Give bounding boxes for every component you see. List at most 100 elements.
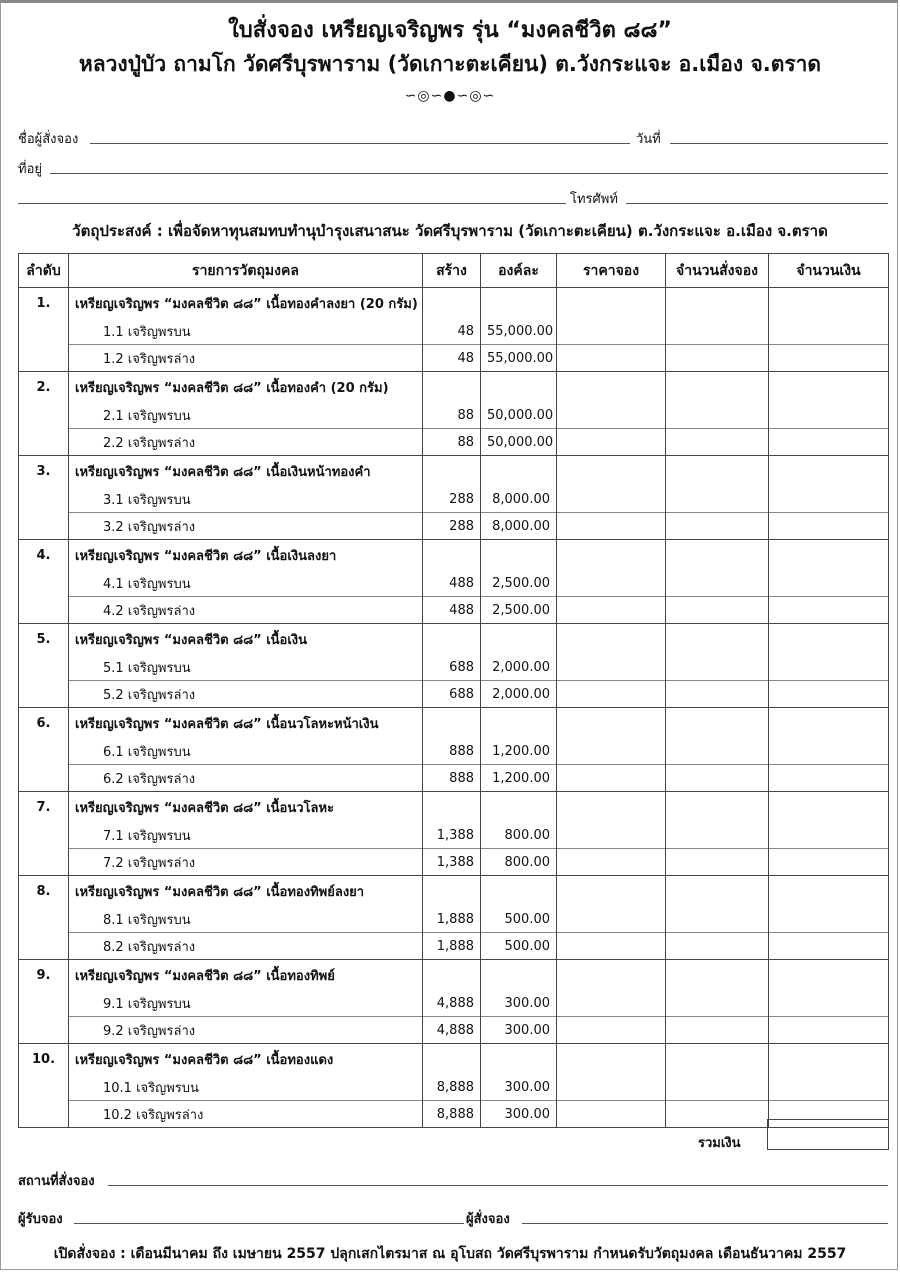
sub-item-label: 5.1 เจริญพรบน: [68, 654, 423, 681]
booking-price-cell[interactable]: [556, 486, 666, 513]
booking-price-cell[interactable]: [556, 344, 666, 372]
booking-price-cell[interactable]: [556, 596, 666, 624]
amount-cell[interactable]: [768, 596, 889, 624]
order-qty-cell[interactable]: [665, 402, 769, 429]
made-quantity: 288: [422, 486, 481, 513]
receiver-label: ผู้รับจอง: [18, 1212, 63, 1227]
booking-price-cell[interactable]: [556, 512, 666, 540]
empty-cell: [480, 707, 557, 738]
order-qty-cell[interactable]: [665, 596, 769, 624]
booking-price-cell[interactable]: [556, 738, 666, 765]
amount-cell[interactable]: [768, 402, 889, 429]
order-qty-cell[interactable]: [665, 848, 769, 876]
order-qty-cell[interactable]: [665, 318, 769, 345]
amount-cell[interactable]: [768, 848, 889, 876]
order-qty-cell[interactable]: [665, 906, 769, 933]
name-field[interactable]: [90, 143, 630, 144]
total-field[interactable]: [767, 1119, 889, 1150]
booking-price-cell[interactable]: [556, 680, 666, 708]
booking-price-cell[interactable]: [556, 906, 666, 933]
amount-cell[interactable]: [768, 1074, 889, 1101]
order-qty-cell[interactable]: [665, 512, 769, 540]
orderer-field[interactable]: [522, 1223, 888, 1224]
booking-price-cell[interactable]: [556, 428, 666, 456]
booking-price-cell[interactable]: [556, 1100, 666, 1128]
amount-cell[interactable]: [768, 428, 889, 456]
unit-price: 800.00: [480, 848, 557, 876]
unit-price: 50,000.00: [480, 428, 557, 456]
header-item: รายการวัตถุมงคล: [68, 253, 423, 288]
empty-cell: [665, 623, 769, 654]
booking-price-cell[interactable]: [556, 932, 666, 960]
order-qty-cell[interactable]: [665, 822, 769, 849]
amount-cell[interactable]: [768, 344, 889, 372]
amount-cell[interactable]: [768, 680, 889, 708]
booking-price-cell[interactable]: [556, 764, 666, 792]
order-qty-cell[interactable]: [665, 344, 769, 372]
order-qty-cell[interactable]: [665, 1074, 769, 1101]
booking-price-cell[interactable]: [556, 822, 666, 849]
booking-price-cell[interactable]: [556, 654, 666, 681]
booking-price-cell[interactable]: [556, 318, 666, 345]
empty-cell: [422, 371, 481, 402]
empty-cell: [18, 570, 69, 597]
empty-cell: [18, 596, 69, 624]
order-qty-cell[interactable]: [665, 990, 769, 1017]
booking-price-cell[interactable]: [556, 1016, 666, 1044]
phone-field[interactable]: [626, 203, 888, 204]
amount-cell[interactable]: [768, 738, 889, 765]
address-field-line2[interactable]: [18, 203, 566, 204]
order-qty-cell[interactable]: [665, 428, 769, 456]
order-qty-cell[interactable]: [665, 738, 769, 765]
order-qty-cell[interactable]: [665, 680, 769, 708]
order-qty-cell[interactable]: [665, 486, 769, 513]
order-qty-cell[interactable]: [665, 570, 769, 597]
amount-cell[interactable]: [768, 570, 889, 597]
empty-cell: [422, 875, 481, 906]
amount-cell[interactable]: [768, 932, 889, 960]
sub-item-label: 7.2 เจริญพรล่าง: [68, 848, 423, 876]
amount-cell[interactable]: [768, 906, 889, 933]
empty-cell: [556, 623, 666, 654]
amount-cell[interactable]: [768, 318, 889, 345]
booking-price-cell[interactable]: [556, 1074, 666, 1101]
amount-cell[interactable]: [768, 654, 889, 681]
made-quantity: 288: [422, 512, 481, 540]
booking-price-cell[interactable]: [556, 990, 666, 1017]
table-row: 4.2 เจริญพรล่าง 488 2,500.00: [18, 596, 889, 624]
order-qty-cell[interactable]: [665, 764, 769, 792]
amount-cell[interactable]: [768, 1100, 889, 1128]
unit-price: 2,000.00: [480, 654, 557, 681]
amount-cell[interactable]: [768, 990, 889, 1017]
address-field[interactable]: [50, 173, 888, 174]
amount-cell[interactable]: [768, 512, 889, 540]
table-row: 9.1 เจริญพรบน 4,888 300.00: [18, 990, 889, 1017]
amount-cell[interactable]: [768, 822, 889, 849]
order-qty-cell[interactable]: [665, 932, 769, 960]
table-row: 8.2 เจริญพรล่าง 1,888 500.00: [18, 932, 889, 960]
item-title: เหรียญเจริญพร “มงคลชีวิต ๘๘” เนื้อทองทิพ…: [68, 875, 423, 906]
empty-cell: [18, 932, 69, 960]
order-qty-cell[interactable]: [665, 1100, 769, 1128]
receiver-field[interactable]: [74, 1223, 464, 1224]
order-qty-cell[interactable]: [665, 1016, 769, 1044]
date-field[interactable]: [670, 143, 888, 144]
booking-price-cell[interactable]: [556, 570, 666, 597]
item-number: 4.: [18, 539, 69, 570]
empty-cell: [18, 848, 69, 876]
booking-price-cell[interactable]: [556, 402, 666, 429]
empty-cell: [422, 455, 481, 486]
amount-cell[interactable]: [768, 1016, 889, 1044]
empty-cell: [665, 371, 769, 402]
amount-cell[interactable]: [768, 486, 889, 513]
place-field[interactable]: [108, 1185, 888, 1186]
item-title: เหรียญเจริญพร “มงคลชีวิต ๘๘” เนื้อเงิน: [68, 623, 423, 654]
sub-item-label: 10.1 เจริญพรบน: [68, 1074, 423, 1101]
empty-cell: [768, 707, 889, 738]
amount-cell[interactable]: [768, 764, 889, 792]
table-row-group-title: 1. เหรียญเจริญพร “มงคลชีวิต ๘๘” เนื้อทองค…: [18, 287, 889, 318]
unit-price: 50,000.00: [480, 402, 557, 429]
booking-price-cell[interactable]: [556, 848, 666, 876]
order-qty-cell[interactable]: [665, 654, 769, 681]
